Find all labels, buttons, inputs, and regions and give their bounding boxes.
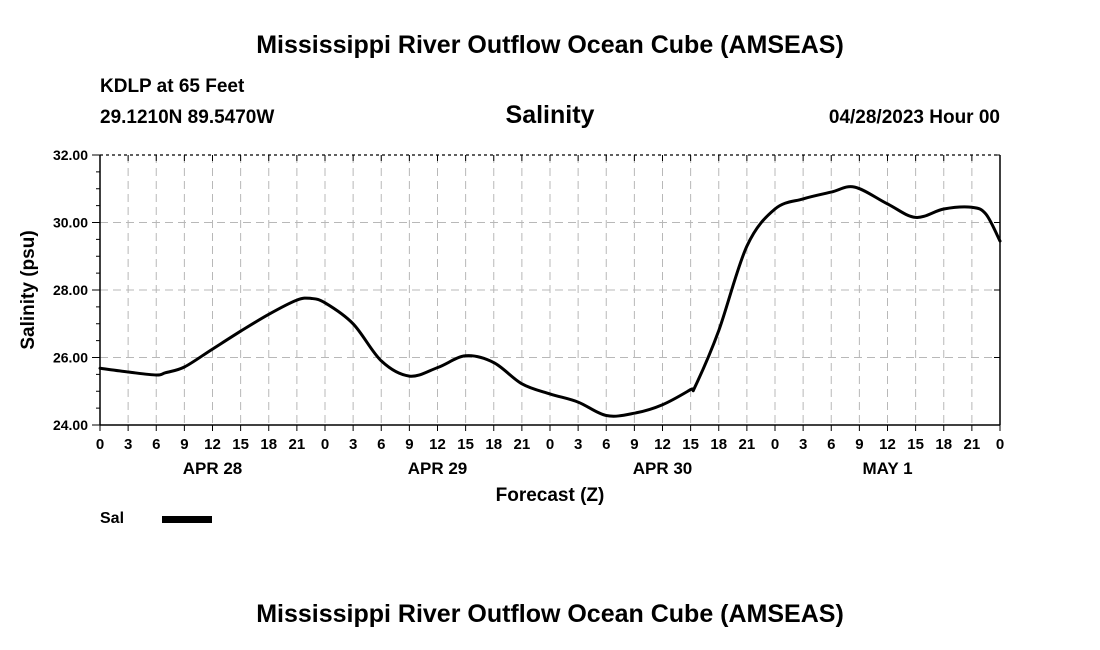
footer-title: Mississippi River Outflow Ocean Cube (AM… [256, 600, 844, 628]
x-tick-label: 6 [827, 436, 835, 453]
x-tick-label: 0 [771, 436, 779, 453]
date-label: MAY 1 [862, 459, 912, 478]
chart-title: Salinity [505, 101, 595, 129]
x-tick-label: 6 [602, 436, 610, 453]
y-tick-label: 28.00 [53, 282, 88, 298]
x-tick-label: 9 [630, 436, 638, 453]
x-tick-label: 9 [855, 436, 863, 453]
x-tick-label: 9 [180, 436, 188, 453]
x-tick-label: 12 [429, 436, 446, 453]
x-tick-label: 12 [879, 436, 896, 453]
x-tick-label: 12 [204, 436, 221, 453]
x-tick-label: 18 [935, 436, 952, 453]
series-line-salinity [98, 185, 1002, 418]
x-tick-label: 0 [996, 436, 1004, 453]
x-tick-label: 9 [405, 436, 413, 453]
date-label: APR 30 [633, 459, 693, 478]
x-tick-label: 12 [654, 436, 671, 453]
x-tick-label: 6 [152, 436, 160, 453]
station-label: KDLP at 65 Feet [100, 76, 245, 97]
x-tick-label: 15 [682, 436, 699, 453]
y-tick-label: 26.00 [53, 350, 88, 366]
x-tick-label: 0 [546, 436, 554, 453]
x-tick-label: 3 [799, 436, 807, 453]
date-label: APR 29 [408, 459, 468, 478]
x-tick-label: 15 [457, 436, 474, 453]
location-label: 29.1210N 89.5470W [100, 107, 275, 128]
x-tick-label: 21 [739, 436, 756, 453]
x-tick-label: 21 [964, 436, 981, 453]
x-tick-label: 18 [260, 436, 277, 453]
y-tick-label: 24.00 [53, 417, 88, 433]
x-tick-label: 15 [907, 436, 924, 453]
x-tick-label: 3 [574, 436, 582, 453]
y-tick-label: 30.00 [53, 215, 88, 231]
datetime-label: 04/28/2023 Hour 00 [828, 107, 1000, 128]
x-tick-label: 0 [96, 436, 104, 453]
y-tick-label: 32.00 [53, 147, 88, 163]
x-tick-label: 3 [124, 436, 132, 453]
y-axis-title: Salinity (psu) [18, 230, 39, 349]
x-tick-label: 21 [514, 436, 531, 453]
date-label: APR 28 [183, 459, 243, 478]
legend-swatch [162, 516, 212, 523]
x-tick-label: 15 [232, 436, 249, 453]
x-tick-label: 0 [321, 436, 329, 453]
x-tick-label: 18 [710, 436, 727, 453]
x-axis-title: Forecast (Z) [496, 485, 605, 506]
x-tick-label: 6 [377, 436, 385, 453]
x-tick-label: 18 [485, 436, 502, 453]
x-tick-label: 21 [289, 436, 306, 453]
legend-label: Sal [100, 510, 125, 527]
x-tick-label: 3 [349, 436, 357, 453]
page-title: Mississippi River Outflow Ocean Cube (AM… [256, 31, 844, 59]
